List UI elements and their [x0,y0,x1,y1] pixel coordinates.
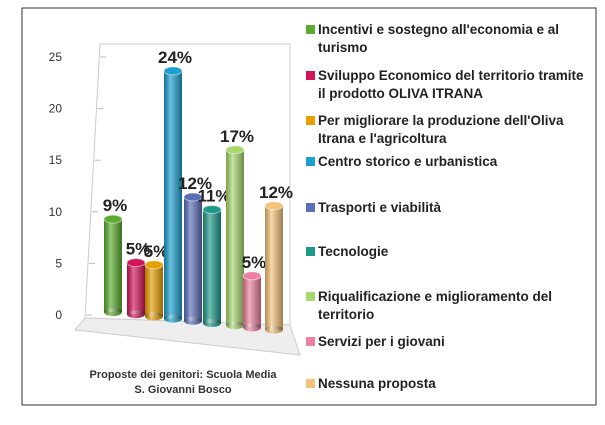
legend-label: Nessuna proposta [318,376,436,391]
legend-entry: Riqualificazione e miglioramento del ter… [306,288,590,324]
y-tick-label: 5 [55,256,62,270]
legend-swatch [306,116,315,125]
data-label: 9% [103,196,128,215]
legend-swatch [306,247,315,256]
legend-label: Tecnologie [318,244,389,259]
legend-label: Trasporti e viabilità [318,200,442,215]
legend-label: Per migliorare la produzione dell'Oliva … [318,113,564,146]
bar [126,258,146,319]
legend-swatch [306,71,315,80]
legend-label: Incentivi e sostegno all'economia e al t… [318,22,560,55]
y-tick-label: 15 [49,153,63,167]
data-label: 24% [158,48,192,67]
caption: Proposte dei genitori: Scuola Media S. G… [89,369,277,396]
bar [264,201,284,334]
legend-label: Servizi per i giovani [318,334,445,349]
legend-entry: Trasporti e viabilità [306,199,590,217]
bar [183,192,203,325]
y-tick-label: 25 [49,50,63,64]
bar [144,260,164,321]
data-label: 5% [144,242,169,261]
legend-entry: Servizi per i giovani [306,333,590,351]
data-label: 5% [242,253,267,272]
frame [21,7,597,406]
legend-swatch [306,25,315,34]
data-label: 12% [178,174,212,193]
legend-entry: Incentivi e sostegno all'economia e al t… [306,21,590,57]
legend-entry: Sviluppo Economico del territorio tramit… [306,67,590,103]
legend-swatch [306,337,315,346]
legend-entry: Per migliorare la produzione dell'Oliva … [306,112,590,148]
data-label: 12% [259,183,293,202]
bar [103,214,123,316]
legend-swatch [306,379,315,388]
legend-label: Sviluppo Economico del territorio tramit… [318,68,584,101]
bar [225,145,245,330]
legend-entry: Tecnologie [306,243,590,261]
bar [242,271,262,332]
bar [163,66,183,323]
legend-swatch [306,292,315,301]
legend-swatch [306,203,315,212]
bar [202,204,222,327]
data-label: 17% [220,127,254,146]
y-tick-label: 0 [55,308,62,322]
legend-entry: Centro storico e urbanistica [306,153,590,171]
legend-label: Centro storico e urbanistica [318,154,498,169]
data-label: 5% [126,240,151,259]
data-label: 11% [197,186,230,205]
legend-label: Riqualificazione e miglioramento del ter… [318,289,553,322]
legend-entry: Nessuna proposta [306,375,590,393]
legend-swatch [306,157,315,166]
y-tick-label: 20 [49,102,63,116]
y-tick-label: 10 [49,205,63,219]
